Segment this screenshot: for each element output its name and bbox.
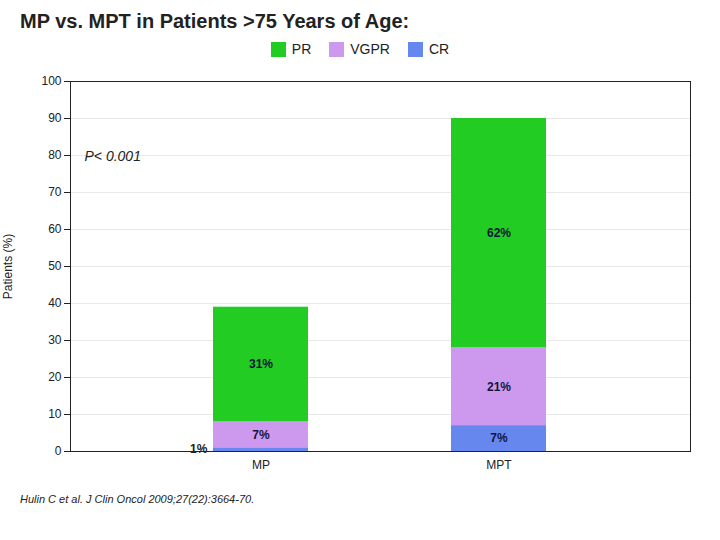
svg-text:62%: 62% [487,226,511,240]
svg-text:P< 0.001: P< 0.001 [85,148,141,164]
html-text:MP vs. MPT in Patients >75 Yea: MP vs. MPT in Patients >75 Years of Age: [20,10,410,32]
svg-text:80: 80 [48,148,62,162]
svg-text:MP: MP [252,458,270,472]
svg-text:30: 30 [48,333,62,347]
svg-text:7%: 7% [490,431,508,445]
html-text:CR: CR [429,41,450,57]
svg-text:100: 100 [41,74,61,88]
svg-text:21%: 21% [487,380,511,394]
svg-text:70: 70 [48,185,62,199]
svg-text:Patients (%): Patients (%) [1,234,15,299]
html-text:VGPR: VGPR [350,41,390,57]
html-text:PR: PR [291,41,312,57]
svg-text:60: 60 [48,222,62,236]
svg-text:31%: 31% [249,357,273,371]
svg-text:1%: 1% [190,442,208,456]
svg-text:MPT: MPT [486,458,512,472]
svg-text:0: 0 [55,444,62,458]
svg-text:40: 40 [48,296,62,310]
svg-text:10: 10 [48,407,62,421]
svg-text:20: 20 [48,370,62,384]
svg-text:7%: 7% [252,428,270,442]
html-text:Hulin C et al. J Clin Oncol 20: Hulin C et al. J Clin Oncol 2009;27(22):… [20,493,255,505]
svg-text:50: 50 [48,259,62,273]
svg-text:90: 90 [48,111,62,125]
